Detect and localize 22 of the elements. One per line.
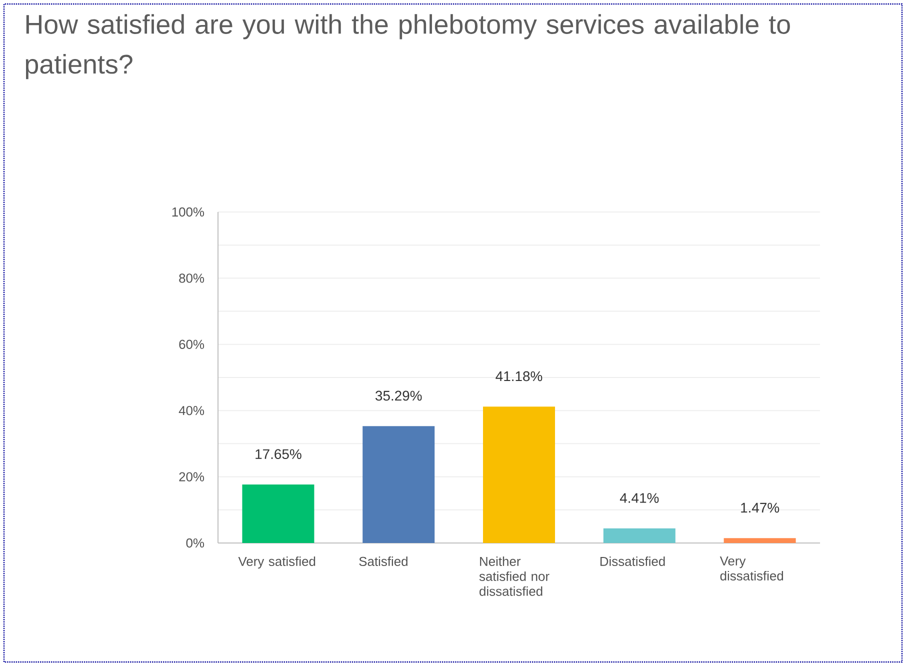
y-tick-label: 100% (172, 207, 204, 217)
x-tick-label: Very dissatisfied (720, 556, 784, 580)
y-tick-label: 0% (186, 538, 204, 548)
y-tick-label: 60% (179, 340, 204, 349)
bar (242, 484, 314, 543)
x-tick-label: Neither satisfied nor dissatisfied (479, 556, 550, 596)
y-tick-label: 20% (179, 472, 204, 482)
bar (483, 406, 556, 543)
x-tick-label: Dissatisfied (600, 556, 665, 566)
bar (724, 538, 796, 543)
data-label: 1.47% (741, 502, 780, 513)
data-label: 35.29% (375, 390, 422, 401)
chart-title: How satisfied are you with the phlebotomy services available to patients? (26, 14, 790, 80)
bar (603, 528, 676, 543)
data-label: 41.18% (496, 371, 542, 382)
x-tick-label: Very satisfied (238, 556, 316, 569)
y-tick-label: 40% (178, 406, 204, 416)
data-label: 17.65% (256, 449, 302, 460)
x-tick-label: Satisfied (359, 556, 408, 566)
y-tick-label: 80% (179, 274, 204, 283)
data-label: 4.41% (620, 493, 659, 503)
bar (362, 426, 435, 543)
